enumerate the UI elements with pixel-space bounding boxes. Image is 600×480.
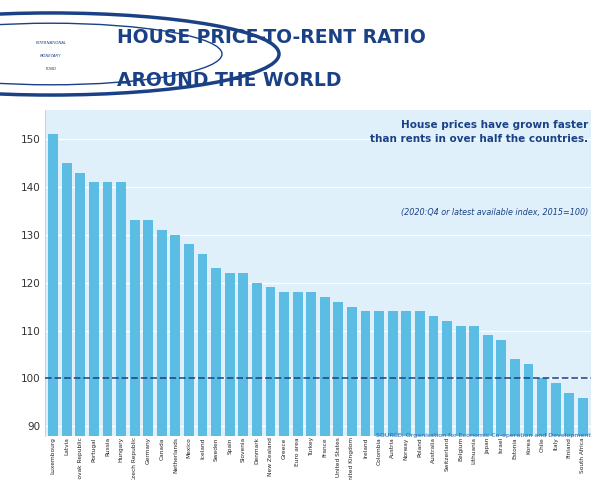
Bar (225, 273, 235, 436)
Bar (143, 220, 153, 436)
Bar (401, 312, 411, 436)
Bar (469, 326, 479, 436)
Bar (116, 182, 126, 436)
Bar (76, 173, 85, 436)
Bar (293, 292, 302, 436)
Text: House prices have grown faster
than rents in over half the countries.: House prices have grown faster than rent… (370, 120, 588, 144)
Bar (334, 302, 343, 436)
Bar (456, 326, 466, 436)
Text: SOURCE: Organisation for Economic Co-operation and Development: SOURCE: Organisation for Economic Co-ope… (376, 433, 591, 438)
Bar (130, 220, 140, 436)
Bar (320, 297, 329, 436)
Bar (524, 364, 533, 436)
Text: HOUSE PRICE-TO-RENT RATIO: HOUSE PRICE-TO-RENT RATIO (117, 28, 426, 48)
Bar (157, 230, 167, 436)
Bar (537, 378, 547, 436)
Bar (442, 321, 452, 436)
Bar (197, 254, 208, 436)
Bar (510, 359, 520, 436)
Text: MONETARY: MONETARY (40, 54, 62, 58)
Bar (103, 182, 112, 436)
Bar (565, 393, 574, 436)
Bar (483, 336, 493, 436)
Bar (184, 244, 194, 436)
Text: (2020:Q4 or latest available index, 2015=100): (2020:Q4 or latest available index, 2015… (401, 208, 588, 217)
Bar (578, 397, 588, 436)
Text: IMF.org/housing: IMF.org/housing (15, 454, 135, 467)
Bar (374, 312, 384, 436)
Bar (89, 182, 99, 436)
Text: FUND: FUND (46, 67, 56, 71)
Bar (307, 292, 316, 436)
Bar (361, 312, 370, 436)
Bar (170, 235, 180, 436)
Text: AROUND THE WORLD: AROUND THE WORLD (117, 72, 341, 91)
Bar (238, 273, 248, 436)
Bar (48, 134, 58, 436)
Bar (252, 283, 262, 436)
Bar (279, 292, 289, 436)
Bar (551, 383, 560, 436)
Bar (388, 312, 398, 436)
Bar (266, 288, 275, 436)
Bar (211, 268, 221, 436)
Bar (347, 307, 357, 436)
Text: #HousingWatch: #HousingWatch (466, 454, 585, 467)
Bar (496, 340, 506, 436)
Bar (428, 316, 439, 436)
Bar (62, 163, 71, 436)
Bar (415, 312, 425, 436)
Text: INTERNATIONAL: INTERNATIONAL (35, 41, 67, 45)
